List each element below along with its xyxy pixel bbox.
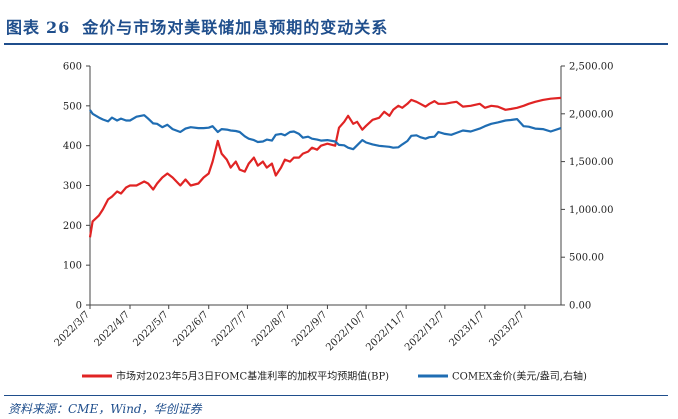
left-axis-tick-label: 500 — [63, 101, 82, 112]
x-axis-tick: 2022/9/7 — [290, 305, 330, 349]
x-axis-tick-label: 2022/12/7 — [403, 309, 447, 353]
right-axis-tick-label: 500.00 — [569, 253, 604, 264]
x-axis-tick-label: 2022/9/7 — [290, 309, 330, 349]
x-axis-tick: 2022/5/7 — [131, 305, 171, 349]
left-axis-tick-label: 200 — [63, 221, 82, 232]
x-axis-tick-label: 2022/4/7 — [93, 309, 133, 349]
left-axis-tick-label: 0 — [76, 301, 82, 312]
left-axis-tick: 600 — [63, 62, 90, 73]
x-axis-tick-label: 2022/8/7 — [250, 309, 290, 349]
series-comex-gold-line — [89, 109, 562, 151]
right-axis-tick-label: 0.00 — [569, 301, 591, 312]
legend-label: 市场对2023年5月3日FOMC基准利率的加权平均预期值(BP) — [116, 370, 389, 383]
legend-label: COMEX金价(美元/盎司,右轴) — [452, 370, 587, 383]
right-axis-tick: 0.00 — [561, 301, 591, 312]
x-axis-tick: 2022/4/7 — [93, 305, 133, 349]
series-layer — [88, 96, 562, 238]
left-axis-tick-label: 100 — [63, 261, 82, 272]
x-axis-tick-label: 2023/2/7 — [487, 309, 527, 349]
x-axis-tick: 2022/8/7 — [250, 305, 290, 349]
right-axis-tick: 1,500.00 — [561, 157, 614, 168]
left-axis-tick-label: 600 — [63, 62, 82, 73]
x-axis-tick-label: 2022/10/7 — [324, 309, 368, 353]
left-axis-tick: 100 — [63, 261, 90, 272]
x-axis-tick-label: 2022/5/7 — [131, 309, 171, 349]
figure-number: 26 — [46, 18, 71, 37]
right-axis-tick: 500.00 — [561, 253, 604, 264]
right-axis-tick: 2,500.00 — [561, 62, 614, 73]
left-axis-tick: 500 — [63, 101, 90, 112]
series-rate-expectation-line — [88, 96, 562, 238]
x-axis-tick-label: 2022/6/7 — [171, 309, 211, 349]
left-axis-tick-label: 300 — [63, 181, 82, 192]
title-rule — [4, 43, 668, 45]
x-axis-tick: 2022/6/7 — [171, 305, 211, 349]
left-axis-tick: 300 — [63, 181, 90, 192]
right-axis-tick-label: 2,000.00 — [569, 109, 614, 120]
left-axis-tick: 400 — [63, 141, 90, 152]
x-axis-tick-label: 2022/7/7 — [210, 309, 250, 349]
figure-title: 图表 26 金价与市场对美联储加息预期的变动关系 — [6, 14, 666, 38]
x-axis-tick: 2022/3/7 — [53, 305, 93, 349]
figure-title-text: 金价与市场对美联储加息预期的变动关系 — [82, 18, 389, 37]
x-axis-tick-label: 2022/11/7 — [364, 309, 408, 353]
legend-item: 市场对2023年5月3日FOMC基准利率的加权平均预期值(BP) — [82, 370, 389, 383]
right-axis-tick: 2,000.00 — [561, 109, 614, 120]
figure-title-prefix: 图表 — [6, 18, 41, 37]
source-note: 资料来源：CME，Wind，华创证券 — [8, 402, 202, 416]
x-axis-tick: 2022/12/7 — [403, 305, 447, 353]
footer-rule — [4, 395, 668, 396]
right-axis-tick-label: 2,500.00 — [569, 62, 614, 73]
x-axis-tick: 2022/11/7 — [364, 305, 408, 353]
chart-axes: 0 100 200 300 400 500 600 0.00 500.00 1,000.00 1,5… — [53, 62, 614, 354]
x-axis-tick: 2023/1/7 — [447, 305, 487, 349]
left-axis-tick-label: 400 — [63, 141, 82, 152]
x-axis-tick-label: 2023/1/7 — [447, 309, 487, 349]
right-axis-tick-label: 1,500.00 — [569, 157, 614, 168]
left-axis-tick: 200 — [63, 221, 90, 232]
left-axis-tick: 0 — [76, 301, 90, 312]
chart-legend: 市场对2023年5月3日FOMC基准利率的加权平均预期值(BP) COMEX金价(… — [82, 370, 587, 383]
x-axis-tick: 2022/10/7 — [324, 305, 368, 353]
x-axis-tick: 2022/7/7 — [210, 305, 250, 349]
legend-item: COMEX金价(美元/盎司,右轴) — [418, 370, 587, 383]
right-axis-tick: 1,000.00 — [561, 205, 614, 216]
x-axis-tick: 2023/2/7 — [487, 305, 527, 349]
right-axis-tick-label: 1,000.00 — [569, 205, 614, 216]
x-axis-tick-label: 2022/3/7 — [53, 309, 93, 349]
